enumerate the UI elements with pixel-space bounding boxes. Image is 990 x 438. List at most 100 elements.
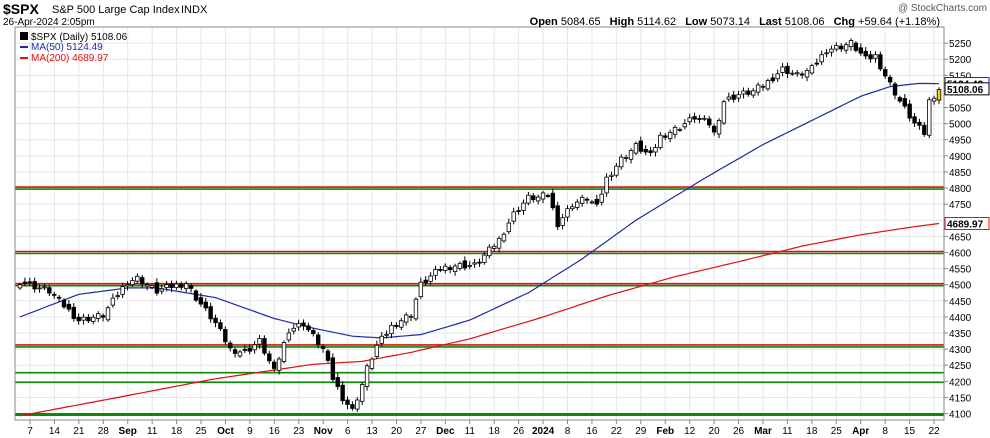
- candle-body: [526, 194, 531, 204]
- candle-body: [281, 342, 287, 362]
- candle-body: [105, 307, 111, 321]
- candle: [17, 282, 23, 290]
- candle-body: [658, 134, 663, 148]
- candle-body: [780, 66, 785, 73]
- chart-grid: [15, 27, 944, 420]
- candle-body: [100, 315, 106, 318]
- candle: [927, 96, 932, 139]
- candle-body: [863, 50, 868, 57]
- candle-body: [726, 96, 732, 100]
- candle: [496, 236, 502, 253]
- x-tick-label: 25: [195, 426, 207, 437]
- x-tick-label: 21: [73, 426, 85, 437]
- candle: [721, 99, 727, 125]
- ma200-path: [19, 222, 940, 417]
- candle: [609, 171, 614, 181]
- candle: [306, 322, 311, 333]
- candle-body: [340, 384, 345, 402]
- candle: [105, 305, 111, 322]
- candle-body: [37, 287, 42, 290]
- candle-body: [384, 333, 389, 336]
- candle-body: [218, 322, 223, 330]
- y-tick-label: 4300: [949, 345, 972, 356]
- candle: [144, 282, 150, 291]
- candle-body: [52, 293, 57, 296]
- candle: [447, 264, 453, 274]
- candle-body: [315, 334, 321, 346]
- candle: [692, 112, 697, 123]
- y-tick-label: 5150: [949, 71, 972, 82]
- candle-body: [931, 97, 937, 102]
- candle: [301, 319, 306, 331]
- candle: [462, 256, 468, 271]
- candle: [799, 71, 805, 79]
- candle-body: [32, 281, 37, 290]
- candle-body: [809, 65, 815, 74]
- x-tick-label: 25: [831, 426, 843, 437]
- open-value: 5084.65: [561, 16, 601, 28]
- candle: [159, 284, 164, 295]
- candle: [623, 154, 629, 162]
- candle-body: [799, 73, 805, 76]
- candle: [22, 277, 28, 287]
- candle-body: [47, 287, 52, 294]
- candle: [115, 291, 120, 300]
- open-label: Open: [530, 16, 558, 28]
- candle-body: [394, 324, 399, 327]
- candle: [188, 283, 194, 293]
- candle-body: [594, 198, 600, 205]
- candle: [790, 69, 795, 76]
- candle: [110, 293, 116, 308]
- candle: [242, 344, 248, 353]
- candle: [878, 51, 883, 72]
- candle: [384, 330, 389, 339]
- candle: [125, 281, 130, 291]
- candle: [516, 206, 521, 215]
- candle: [286, 328, 292, 343]
- candle: [491, 243, 497, 252]
- candle: [834, 42, 839, 52]
- candle-body: [135, 275, 140, 282]
- candle-body: [501, 233, 507, 242]
- candle: [218, 319, 223, 331]
- candle-body: [878, 54, 883, 70]
- candle: [672, 125, 678, 139]
- candle: [81, 313, 86, 325]
- x-tick-label: Oct: [217, 426, 234, 437]
- x-tick-label: 20: [391, 426, 403, 437]
- candle-body: [96, 313, 101, 319]
- y-tick-label: 5050: [949, 104, 972, 115]
- candle: [389, 321, 394, 339]
- candle: [281, 340, 287, 364]
- y-tick-label: 4800: [949, 184, 972, 195]
- candle: [467, 261, 472, 270]
- candle-body: [242, 348, 248, 351]
- candle-body: [751, 90, 756, 96]
- candle-body: [873, 54, 878, 59]
- candle: [731, 90, 736, 103]
- x-tick-label: 22: [611, 426, 623, 437]
- candle-body: [452, 265, 458, 273]
- candle: [663, 132, 668, 141]
- candle-body: [408, 315, 414, 318]
- candle-body: [428, 275, 433, 282]
- candle: [858, 43, 863, 56]
- candle-body: [140, 277, 145, 285]
- candle: [501, 232, 507, 243]
- candle-body: [335, 377, 340, 387]
- ma200-value-label-box: [944, 217, 990, 231]
- y-tick-label: 4400: [949, 313, 972, 324]
- candle: [897, 95, 903, 104]
- candle-body: [785, 65, 790, 75]
- candle-body: [276, 358, 282, 371]
- candle-body: [91, 316, 96, 322]
- candle: [643, 145, 648, 156]
- x-tick-label: 8: [882, 426, 888, 437]
- brand-label: @ StockCharts.com: [898, 3, 987, 14]
- candle: [775, 69, 780, 82]
- candle-body: [579, 196, 585, 204]
- candle-body: [843, 44, 849, 51]
- candle-body: [555, 205, 560, 228]
- candle: [584, 196, 590, 204]
- x-axis: 7 14 21 28 Sep 11 18 25 Oct 9 16 23 Nov 6 13 20 27 Dec 11 1…: [27, 420, 940, 437]
